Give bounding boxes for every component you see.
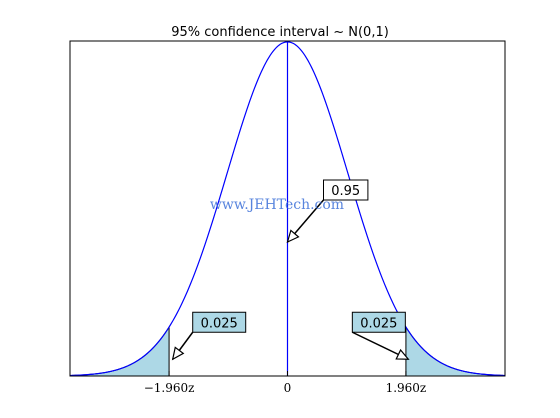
- plot-area: −1.960z 0 1.960z 0.95 0.025 0.025 www.JEHTec…: [69, 40, 506, 395]
- annotation-label: 0.025: [201, 316, 238, 331]
- annotation-arrowhead: [395, 348, 410, 360]
- annotation: 0.025: [351, 311, 410, 360]
- x-tick-label: 1.960z: [386, 381, 427, 395]
- annotation-box: [323, 179, 369, 201]
- annotation-label: 0.95: [331, 184, 360, 199]
- x-ticks: −1.960z 0 1.960z: [144, 371, 427, 395]
- annotation-arrowhead: [171, 346, 185, 361]
- x-tick-label: 0: [284, 381, 292, 395]
- x-tick-label: −1.960z: [144, 381, 195, 395]
- annotation: 0.025: [171, 311, 247, 361]
- chart-title: 95% confidence interval ~ N(0,1): [171, 25, 389, 40]
- annotation-box: [351, 311, 406, 333]
- annotation-box: [192, 311, 247, 333]
- annotation-arrowhead: [286, 229, 300, 244]
- annotations: 0.95 0.025 0.025: [171, 179, 410, 361]
- annotation: 0.95: [286, 179, 369, 244]
- watermark-text: www.JEHTech.com: [210, 197, 344, 213]
- annotation-label: 0.025: [360, 316, 397, 331]
- normal-curve-line: [69, 41, 506, 377]
